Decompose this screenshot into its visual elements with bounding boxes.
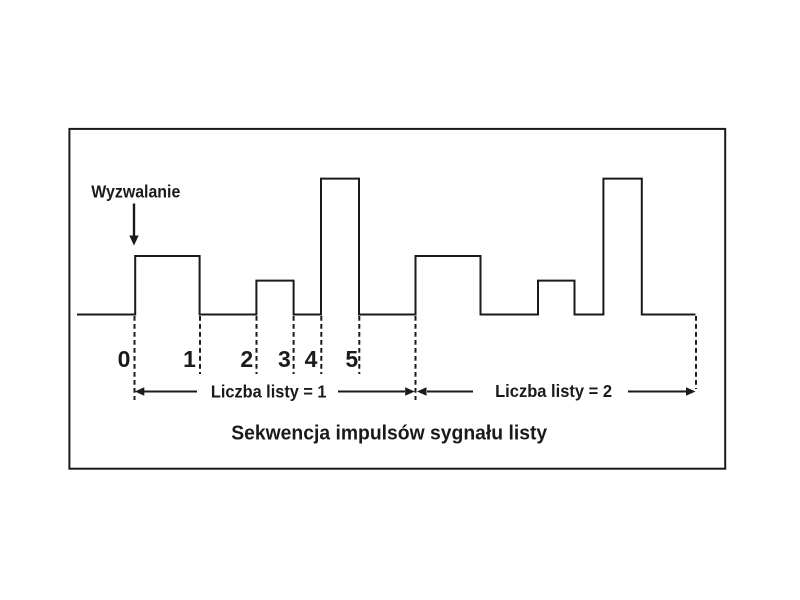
svg-text:Liczba listy = 1: Liczba listy = 1 (211, 381, 327, 401)
svg-text:0: 0 (118, 346, 131, 372)
svg-text:Wyzwalanie: Wyzwalanie (91, 182, 180, 202)
svg-text:5: 5 (345, 346, 358, 372)
svg-text:Liczba listy = 2: Liczba listy = 2 (495, 381, 612, 401)
svg-text:2: 2 (240, 346, 253, 372)
svg-text:Sekwencja impulsów sygnału lis: Sekwencja impulsów sygnału listy (231, 423, 548, 445)
svg-text:3: 3 (278, 346, 291, 372)
svg-text:1: 1 (183, 346, 196, 372)
svg-text:4: 4 (305, 346, 318, 372)
